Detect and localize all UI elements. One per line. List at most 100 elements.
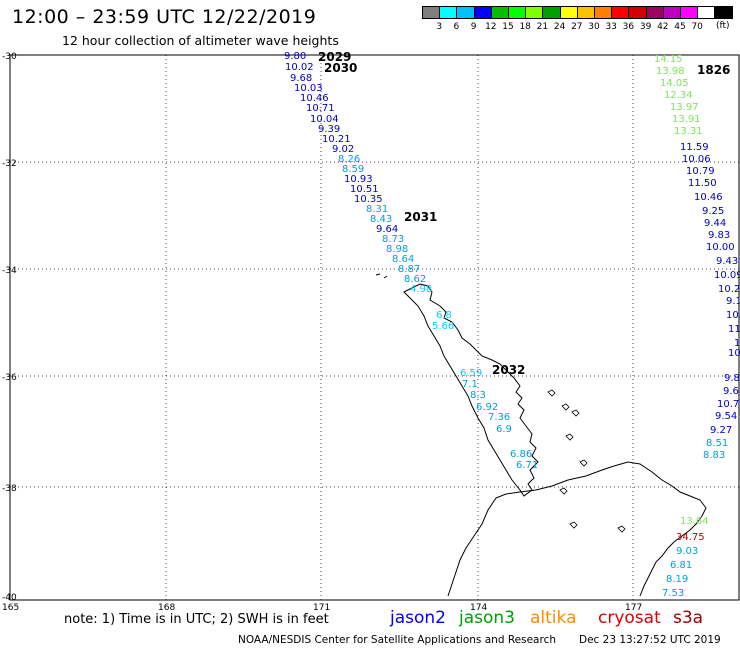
page-subtitle: 12 hour collection of altimeter wave hei…	[62, 33, 339, 48]
wave-height-value: 10.46	[694, 192, 723, 203]
colorbar-label: 21	[536, 22, 549, 32]
wave-height-value: 9.02	[332, 144, 354, 155]
wave-height-value: 1	[734, 338, 740, 349]
wave-height-value: 8.83	[703, 450, 725, 461]
longitude-label: 168	[158, 603, 175, 613]
wave-height-value: 10.93	[344, 174, 373, 185]
wave-height-value: 10.06	[682, 154, 711, 165]
colorbar-label: 3	[436, 22, 443, 32]
colorbar-label: 45	[674, 22, 686, 32]
legend-altika: altika	[530, 608, 577, 628]
wave-height-value: 8.98	[386, 244, 408, 255]
wave-height-value: 8.87	[398, 264, 420, 275]
wave-height-value: 9.83	[708, 230, 730, 241]
wave-height-value: 12.34	[664, 90, 693, 101]
wave-height-value: 9.39	[318, 124, 340, 135]
wave-height-value: 10.02	[285, 62, 314, 73]
wave-height-value: 7.1	[462, 379, 478, 390]
wave-height-value: 9.68	[290, 73, 312, 84]
colorbar-unit: (ft)	[716, 21, 730, 31]
wave-height-value: 14.05	[660, 78, 689, 89]
colorbar-label: 39	[639, 22, 652, 32]
wave-height-value: 8.43	[370, 214, 392, 225]
legend-s3a: s3a	[673, 608, 704, 628]
pass-time-label: 1826	[697, 63, 730, 77]
colorbar-label: 12	[485, 22, 497, 32]
wave-height-value: 8.62	[404, 274, 426, 285]
colorbar-label: 15	[502, 22, 514, 32]
colorbar-swatch	[714, 6, 733, 19]
colorbar-label: 42	[657, 22, 669, 32]
wave-height-value: 13.64	[680, 516, 709, 527]
wave-height-value: 10.79	[686, 166, 715, 177]
island-outline	[561, 403, 570, 411]
pass-time-label: 2031	[404, 210, 437, 224]
legend-jason2: jason2	[390, 608, 446, 628]
latitude-label: -40	[2, 593, 17, 603]
wave-height-value: 10.78	[717, 399, 740, 410]
colorbar-label: 9	[470, 22, 477, 32]
longitude-label: 165	[2, 603, 19, 613]
island-outline	[569, 521, 578, 529]
colorbar-label: 27	[571, 22, 583, 32]
wave-height-value: 9.54	[715, 411, 737, 422]
wave-height-value: 7.36	[488, 412, 510, 423]
wave-height-value: 6.9	[496, 424, 512, 435]
wave-height-value: 13.31	[674, 126, 703, 137]
page-title: 12:00 – 23:59 UTC 12/22/2019	[12, 6, 317, 28]
wave-height-value: 9.6	[723, 386, 739, 397]
wave-height-value: 9.8	[724, 373, 740, 384]
longitude-label: 171	[313, 603, 330, 613]
wave-height-value: 8.64	[392, 254, 414, 265]
island-outline	[559, 487, 568, 495]
wave-height-value: 11.50	[688, 178, 717, 189]
pass-time-label: 2029	[318, 50, 351, 64]
wave-height-value: 10.71	[306, 103, 335, 114]
footer-timestamp: Dec 23 13:27:52 UTC 2019	[579, 634, 721, 646]
wave-height-value: 11.59	[680, 142, 709, 153]
longitude-label: 177	[625, 603, 642, 613]
pass-time-label: 2032	[492, 363, 525, 377]
island-outline	[579, 459, 588, 467]
wave-height-value: 13.98	[656, 66, 685, 77]
wave-height-value: 9.44	[704, 218, 726, 229]
island-outline	[547, 389, 556, 397]
wave-height-value: 8.3	[470, 390, 486, 401]
wave-height-value: 10	[728, 348, 740, 359]
wave-height-value: 8.59	[342, 164, 364, 175]
wave-height-value: 8.26	[338, 154, 360, 165]
latitude-label: -36	[2, 373, 17, 383]
latitude-label: -30	[2, 52, 17, 62]
island-outline	[617, 525, 626, 533]
pass-time-label: 2030	[324, 61, 357, 75]
colorbar-label: 70	[691, 22, 703, 32]
wave-height-value: 10.35	[354, 194, 383, 205]
coastline-south-east	[447, 461, 707, 597]
map-frame	[9, 54, 740, 601]
note-text: note: 1) Time is in UTC; 2) SWH is in fe…	[64, 612, 329, 627]
wave-height-value: 6.86	[510, 449, 532, 460]
colorbar-label: 24	[553, 22, 566, 32]
wave-height-value: 10.04	[310, 114, 339, 125]
colorbar-label: 18	[519, 22, 531, 32]
wave-height-value: 9.64	[376, 224, 398, 235]
wave-height-value: 11	[728, 324, 740, 335]
coastline-north	[375, 273, 539, 497]
wave-height-value: 13.97	[670, 102, 699, 113]
island-outline	[565, 433, 574, 441]
wave-height-value: 10.46	[300, 93, 329, 104]
colorbar-label: 30	[588, 22, 600, 32]
wave-height-value: 9.43	[716, 256, 738, 267]
latitude-label: -34	[2, 266, 17, 276]
latitude-label: -32	[2, 159, 17, 169]
wave-height-value: 10.2	[718, 284, 740, 295]
wave-height-value: 8.31	[366, 204, 388, 215]
island-outline	[571, 409, 580, 417]
wave-height-value: 9.1	[726, 296, 740, 307]
wave-height-value: 9.27	[710, 425, 732, 436]
footer-credit: NOAA/NESDIS Center for Satellite Applica…	[238, 634, 556, 646]
wave-height-value: 6.81	[670, 560, 692, 571]
colorbar-label: 36	[622, 22, 635, 32]
